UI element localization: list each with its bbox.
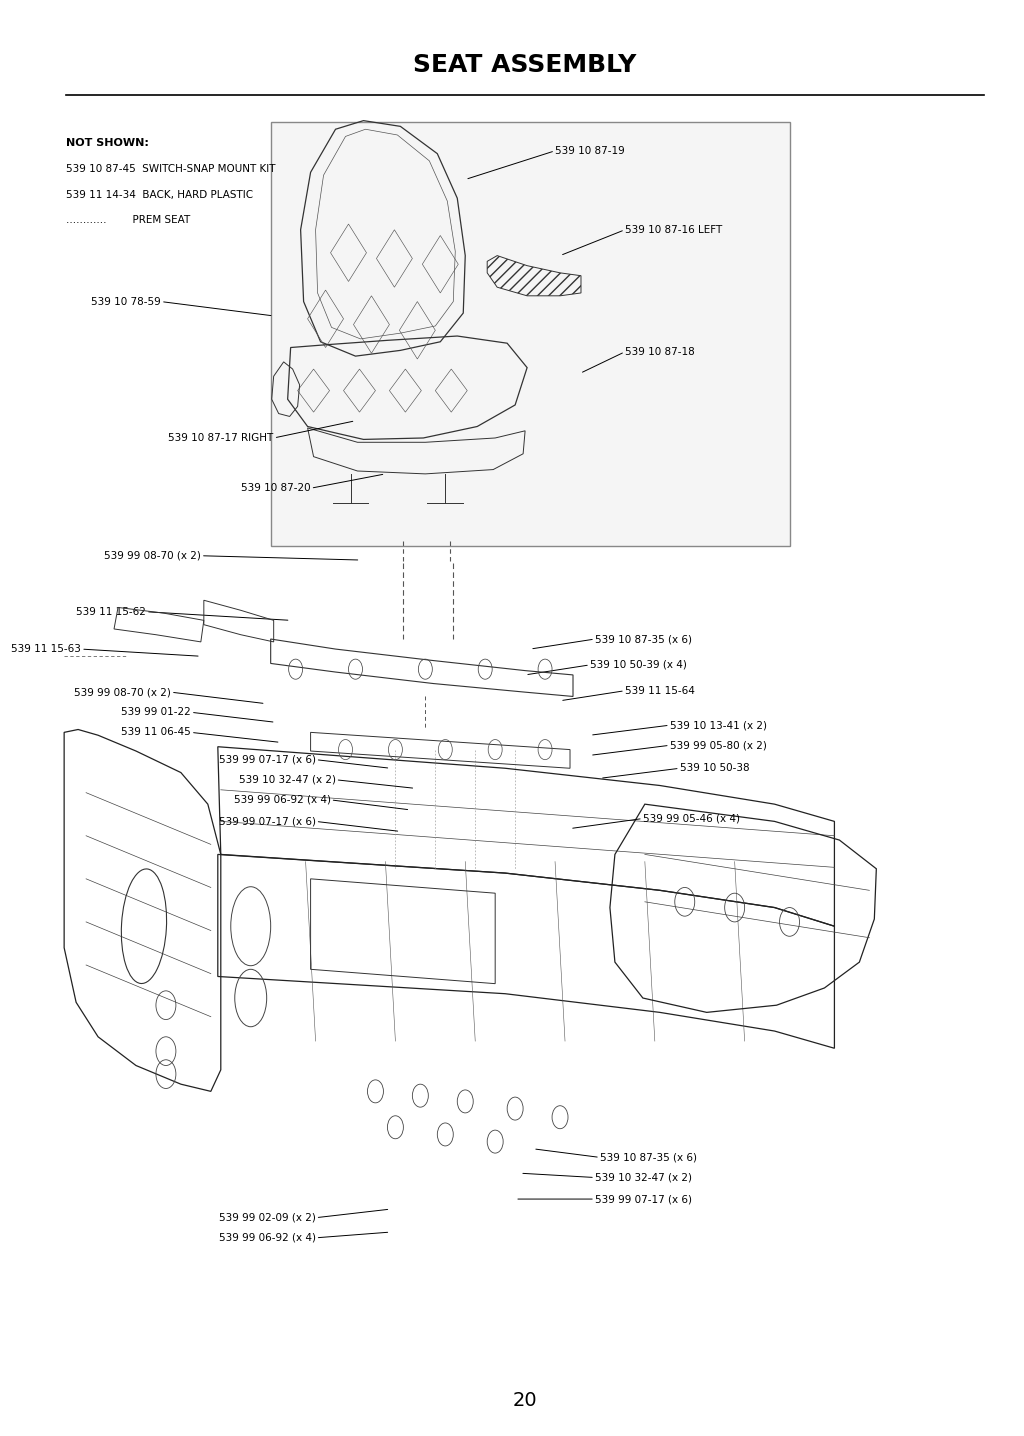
Text: 539 11 06-45: 539 11 06-45 bbox=[121, 728, 190, 737]
Text: NOT SHOWN:: NOT SHOWN: bbox=[67, 138, 150, 148]
Text: 539 10 32-47 (x 2): 539 10 32-47 (x 2) bbox=[239, 775, 336, 784]
Text: ............        PREM SEAT: ............ PREM SEAT bbox=[67, 215, 190, 225]
Text: 539 10 78-59: 539 10 78-59 bbox=[91, 297, 161, 306]
Text: 539 10 87-16 LEFT: 539 10 87-16 LEFT bbox=[625, 225, 722, 234]
Text: 539 10 87-17 RIGHT: 539 10 87-17 RIGHT bbox=[168, 434, 273, 442]
Text: 539 10 87-18: 539 10 87-18 bbox=[625, 348, 694, 356]
Text: 539 11 15-63: 539 11 15-63 bbox=[11, 645, 81, 653]
Text: 539 99 07-17 (x 6): 539 99 07-17 (x 6) bbox=[218, 755, 315, 764]
Text: 539 11 14-34  BACK, HARD PLASTIC: 539 11 14-34 BACK, HARD PLASTIC bbox=[67, 190, 253, 200]
Text: 539 10 32-47 (x 2): 539 10 32-47 (x 2) bbox=[595, 1173, 692, 1182]
Text: 539 99 01-22: 539 99 01-22 bbox=[121, 708, 190, 717]
Text: 539 99 08-70 (x 2): 539 99 08-70 (x 2) bbox=[74, 688, 171, 696]
Text: 539 99 07-17 (x 6): 539 99 07-17 (x 6) bbox=[218, 817, 315, 826]
Text: 539 99 05-80 (x 2): 539 99 05-80 (x 2) bbox=[670, 741, 767, 750]
Text: 539 10 87-35 (x 6): 539 10 87-35 (x 6) bbox=[600, 1153, 697, 1162]
Text: 539 99 02-09 (x 2): 539 99 02-09 (x 2) bbox=[219, 1213, 315, 1222]
Text: 539 11 15-64: 539 11 15-64 bbox=[625, 686, 694, 695]
Text: 539 10 13-41 (x 2): 539 10 13-41 (x 2) bbox=[670, 721, 767, 729]
Bar bbox=[270, 122, 790, 546]
Text: 539 99 06-92 (x 4): 539 99 06-92 (x 4) bbox=[233, 796, 331, 804]
Text: 539 10 87-20: 539 10 87-20 bbox=[241, 484, 310, 493]
Text: SEAT ASSEMBLY: SEAT ASSEMBLY bbox=[414, 53, 637, 76]
Text: 539 99 05-46 (x 4): 539 99 05-46 (x 4) bbox=[643, 814, 740, 823]
Text: 539 99 07-17 (x 6): 539 99 07-17 (x 6) bbox=[595, 1195, 692, 1203]
Text: 539 10 87-45  SWITCH-SNAP MOUNT KIT: 539 10 87-45 SWITCH-SNAP MOUNT KIT bbox=[67, 164, 275, 174]
Text: 539 10 87-35 (x 6): 539 10 87-35 (x 6) bbox=[595, 635, 692, 643]
Text: 539 10 50-39 (x 4): 539 10 50-39 (x 4) bbox=[590, 661, 687, 669]
Text: 539 99 08-70 (x 2): 539 99 08-70 (x 2) bbox=[104, 551, 201, 560]
Text: 539 11 15-62: 539 11 15-62 bbox=[76, 607, 146, 616]
Text: 20: 20 bbox=[513, 1390, 538, 1410]
Text: 539 99 06-92 (x 4): 539 99 06-92 (x 4) bbox=[218, 1234, 315, 1242]
Text: 539 10 87-19: 539 10 87-19 bbox=[555, 146, 625, 155]
Text: 539 10 50-38: 539 10 50-38 bbox=[680, 764, 750, 773]
